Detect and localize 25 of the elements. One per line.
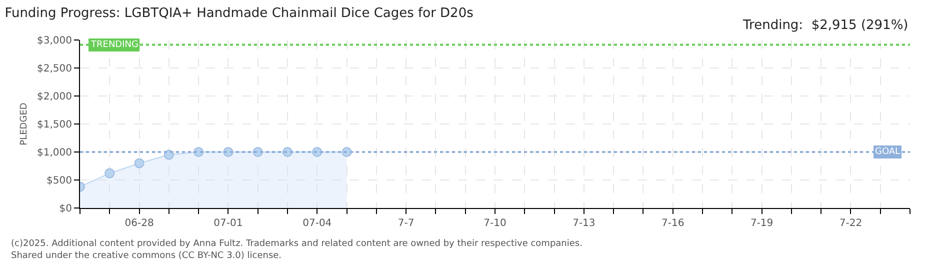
- point: [134, 158, 144, 168]
- y-tick-label: $2,500: [37, 64, 72, 74]
- y-tick-label: $500: [46, 176, 72, 186]
- x-tick-label: 7-19: [750, 218, 774, 229]
- x-tick-label: 7-13: [572, 218, 596, 229]
- text: Trending: $2,915 (291%): [742, 18, 908, 33]
- y-tick-label: $3,000: [37, 36, 72, 46]
- x-tick-label: 7-16: [662, 218, 684, 229]
- ref-line-label: TRENDING: [90, 40, 138, 50]
- point: [104, 168, 115, 178]
- y-tick-label: $1,000: [37, 148, 72, 158]
- x-tick-label: 06-28: [124, 218, 154, 229]
- chart-title: Funding Progress: LGBTQIA+ Handmade Chainmail Dice Cages for D20s: [4, 6, 474, 22]
- x-tick-label: 07-01: [214, 218, 243, 229]
- x-tick-label: 07-04: [302, 218, 332, 229]
- x-tick-label: 7-10: [484, 218, 506, 229]
- ref-line-label: GOAL: [875, 147, 900, 157]
- y-axis-title: PLEDGED: [19, 102, 30, 146]
- y-tick-label: $1,500: [37, 120, 72, 130]
- x-tick-label: 7-22: [839, 218, 862, 229]
- y-tick-label: $0: [59, 204, 72, 214]
- text: (c)2025. Additional content provided by Anna Fultz. Trademarks and related content are owned by their respective companies.: [11, 239, 582, 249]
- x-tick-label: 7-7: [398, 218, 414, 229]
- y-tick-label: $2,000: [37, 92, 72, 102]
- text: Shared under the creative commons (CC BY-NC 3.0) license.: [11, 251, 282, 261]
